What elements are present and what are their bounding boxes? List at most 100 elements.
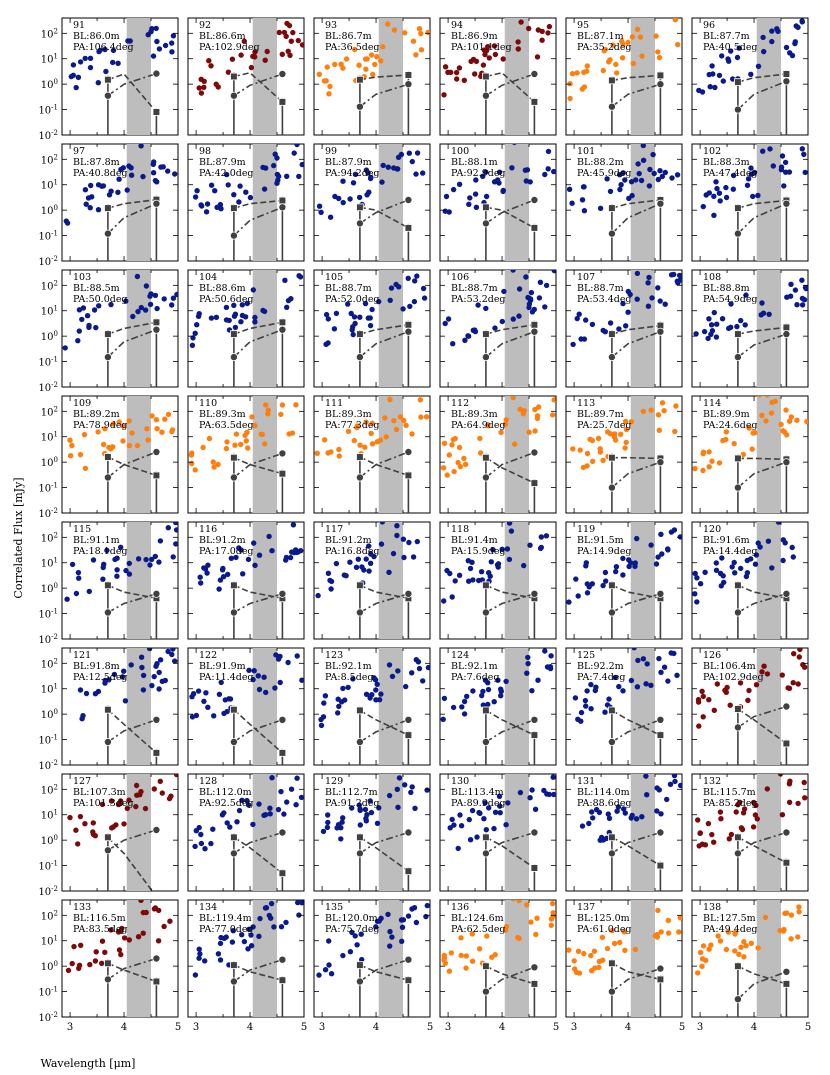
shaded-band bbox=[504, 900, 530, 1017]
panel-position-angle: PA:92.5deg bbox=[199, 798, 254, 809]
data-point bbox=[231, 313, 238, 319]
data-point bbox=[116, 947, 123, 953]
data-point bbox=[720, 573, 726, 579]
data-point bbox=[245, 946, 251, 952]
data-point bbox=[285, 48, 291, 54]
model-circle-line bbox=[233, 593, 283, 614]
data-point bbox=[549, 412, 556, 418]
data-point bbox=[394, 786, 400, 792]
data-point bbox=[464, 693, 470, 700]
data-point bbox=[712, 84, 718, 91]
data-point bbox=[224, 820, 230, 826]
data-point bbox=[655, 907, 661, 914]
data-point bbox=[387, 397, 393, 403]
data-point bbox=[370, 71, 376, 78]
data-point bbox=[566, 186, 573, 192]
data-point bbox=[612, 674, 618, 681]
data-point bbox=[368, 430, 374, 437]
data-point bbox=[413, 919, 420, 926]
model-square-line bbox=[107, 962, 157, 983]
data-point bbox=[420, 285, 427, 292]
data-point bbox=[760, 34, 766, 41]
panel-id: 127 bbox=[73, 776, 91, 787]
data-point bbox=[398, 900, 403, 901]
model-square-marker bbox=[608, 706, 616, 715]
data-point bbox=[162, 42, 169, 49]
model-square-marker bbox=[104, 204, 112, 212]
panel-id: 117 bbox=[325, 524, 343, 535]
data-point bbox=[725, 56, 731, 62]
data-point bbox=[450, 704, 457, 711]
data-point bbox=[764, 786, 770, 792]
panel-position-angle: PA:36.5deg bbox=[325, 42, 380, 53]
panel-baseline: BL:88.7m bbox=[451, 283, 498, 294]
data-point bbox=[469, 807, 476, 814]
data-point bbox=[634, 270, 641, 277]
model-circle-line bbox=[107, 719, 157, 743]
data-point bbox=[100, 441, 107, 448]
data-point bbox=[640, 157, 647, 163]
data-point bbox=[219, 812, 226, 818]
panel-id: 134 bbox=[199, 902, 217, 913]
data-point bbox=[622, 177, 628, 183]
model-square-marker bbox=[356, 961, 364, 969]
panel-position-angle: PA:83.5deg bbox=[73, 924, 128, 935]
data-point bbox=[416, 665, 423, 672]
data-point bbox=[217, 957, 224, 963]
panel-baseline: BL:92.1m bbox=[451, 661, 498, 672]
data-point bbox=[335, 710, 341, 716]
data-point bbox=[204, 570, 210, 576]
model-square-marker bbox=[608, 204, 616, 212]
data-point bbox=[645, 303, 652, 309]
panel-id: 125 bbox=[577, 650, 595, 661]
panel-position-angle: PA:50.0deg bbox=[73, 294, 128, 305]
data-point bbox=[412, 278, 418, 284]
data-point bbox=[151, 786, 157, 792]
data-point bbox=[461, 698, 468, 705]
data-point bbox=[367, 322, 374, 329]
data-point bbox=[208, 182, 215, 188]
data-point bbox=[535, 677, 541, 683]
data-point bbox=[275, 806, 282, 813]
model-square-marker bbox=[482, 706, 490, 715]
model-square-marker bbox=[404, 224, 413, 232]
panel-id: 106 bbox=[451, 272, 469, 283]
data-point bbox=[648, 682, 654, 688]
data-point bbox=[256, 933, 262, 939]
data-point bbox=[584, 63, 590, 69]
data-point bbox=[659, 173, 665, 180]
data-point bbox=[671, 527, 678, 533]
data-point bbox=[445, 316, 452, 322]
panel-position-angle: PA:85.2deg bbox=[703, 798, 758, 809]
data-point bbox=[156, 669, 162, 676]
data-point bbox=[236, 545, 242, 551]
panel-position-angle: PA:89.9deg bbox=[451, 798, 506, 809]
data-point bbox=[413, 171, 419, 177]
data-point bbox=[779, 672, 785, 678]
data-point bbox=[210, 826, 216, 832]
data-point bbox=[238, 319, 244, 325]
model-circle-marker bbox=[229, 91, 238, 100]
data-point bbox=[364, 192, 370, 198]
data-point bbox=[151, 673, 157, 680]
data-point bbox=[668, 650, 674, 656]
data-point bbox=[328, 449, 334, 455]
data-point bbox=[763, 418, 769, 424]
model-square-marker bbox=[482, 833, 490, 842]
data-point bbox=[659, 551, 665, 557]
data-point bbox=[588, 706, 594, 712]
data-point bbox=[134, 766, 139, 771]
panel-plot-area bbox=[441, 18, 553, 135]
data-point bbox=[110, 824, 116, 830]
y-tick-label: 101 bbox=[41, 305, 58, 318]
data-point bbox=[796, 909, 802, 915]
data-point bbox=[157, 657, 164, 663]
panel-position-angle: PA:40.8deg bbox=[73, 168, 128, 179]
model-circle-line bbox=[107, 451, 157, 479]
data-point bbox=[133, 803, 139, 810]
data-point bbox=[625, 39, 631, 46]
data-point bbox=[614, 70, 620, 76]
